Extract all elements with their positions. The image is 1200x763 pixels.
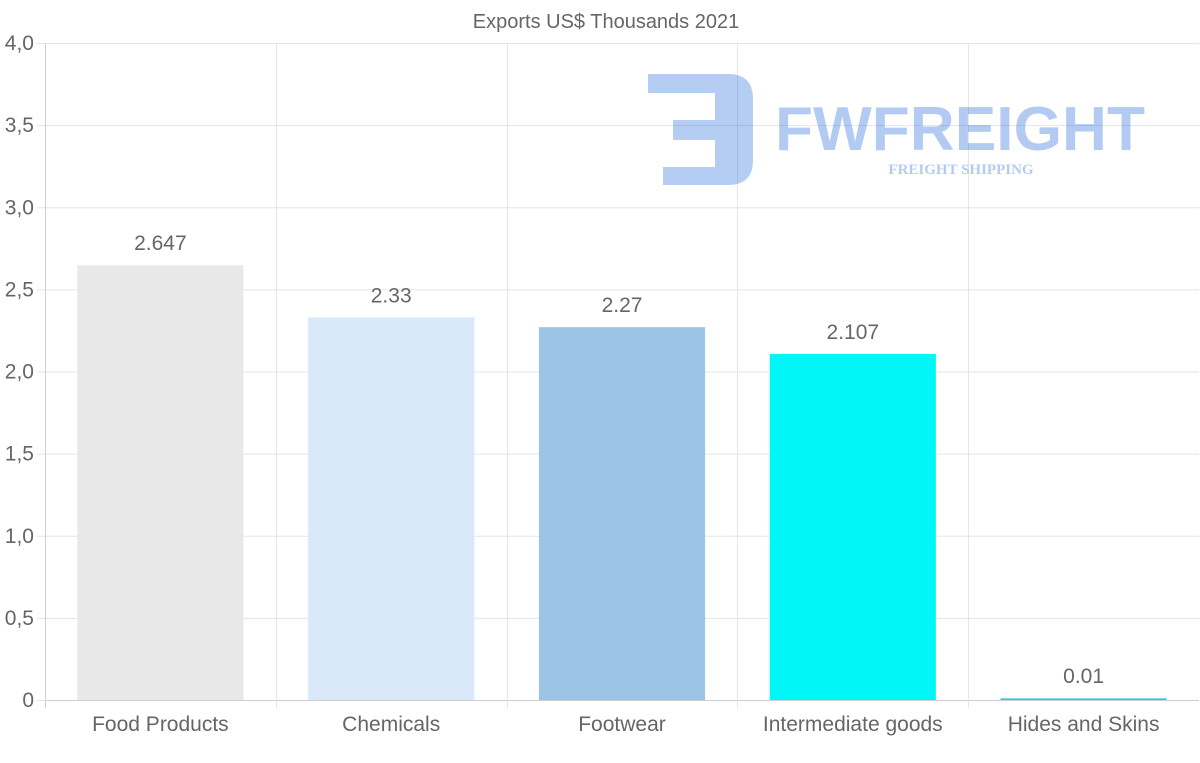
y-tick-label: 1,0	[5, 525, 34, 548]
value-label: 2.27	[602, 294, 643, 317]
value-labels: 2.647 2.33 2.27 2.107 0.01	[134, 232, 1104, 688]
value-label: 0.01	[1063, 665, 1104, 688]
y-tick-label: 3,5	[5, 114, 34, 137]
bar[interactable]	[77, 265, 244, 700]
fwfreight-logo-tagline: FREIGHT SHIPPING	[888, 162, 1033, 178]
value-label: 2.647	[134, 232, 187, 255]
x-tick-label: Intermediate goods	[763, 713, 943, 736]
y-tick-label: 0	[22, 689, 34, 712]
y-tick-label: 2,5	[5, 278, 34, 301]
fwfreight-logo-icon	[648, 74, 753, 185]
y-tick-label: 2,0	[5, 361, 34, 384]
x-tick-label: Footwear	[578, 713, 666, 736]
fwfreight-logo-wordmark: FWFREIGHT	[775, 95, 1145, 164]
bar[interactable]	[308, 317, 475, 700]
bar[interactable]	[769, 353, 936, 700]
x-tick-label: Food Products	[92, 713, 229, 736]
chart-title: Exports US$ Thousands 2021	[473, 11, 739, 33]
bar[interactable]	[538, 327, 706, 700]
y-tick-label: 0,5	[5, 607, 34, 630]
y-tick-labels: 0 0,5 1,0 1,5 2,0 2,5 3,0 3,5 4,0	[5, 32, 34, 712]
x-tick-label: Chemicals	[342, 713, 440, 736]
value-label: 2.33	[371, 284, 412, 307]
fwfreight-logo: FWFREIGHT FREIGHT SHIPPING	[648, 74, 1145, 185]
x-tick-label: Hides and Skins	[1008, 713, 1160, 736]
x-tick-labels: Food Products Chemicals Footwear Intermedia…	[92, 713, 1159, 736]
value-label: 2.107	[827, 321, 880, 344]
y-tick-label: 1,5	[5, 443, 34, 466]
y-tick-label: 3,0	[5, 196, 34, 219]
bars	[77, 265, 1167, 700]
bar[interactable]	[1000, 698, 1167, 700]
y-tick-label: 4,0	[5, 32, 34, 55]
